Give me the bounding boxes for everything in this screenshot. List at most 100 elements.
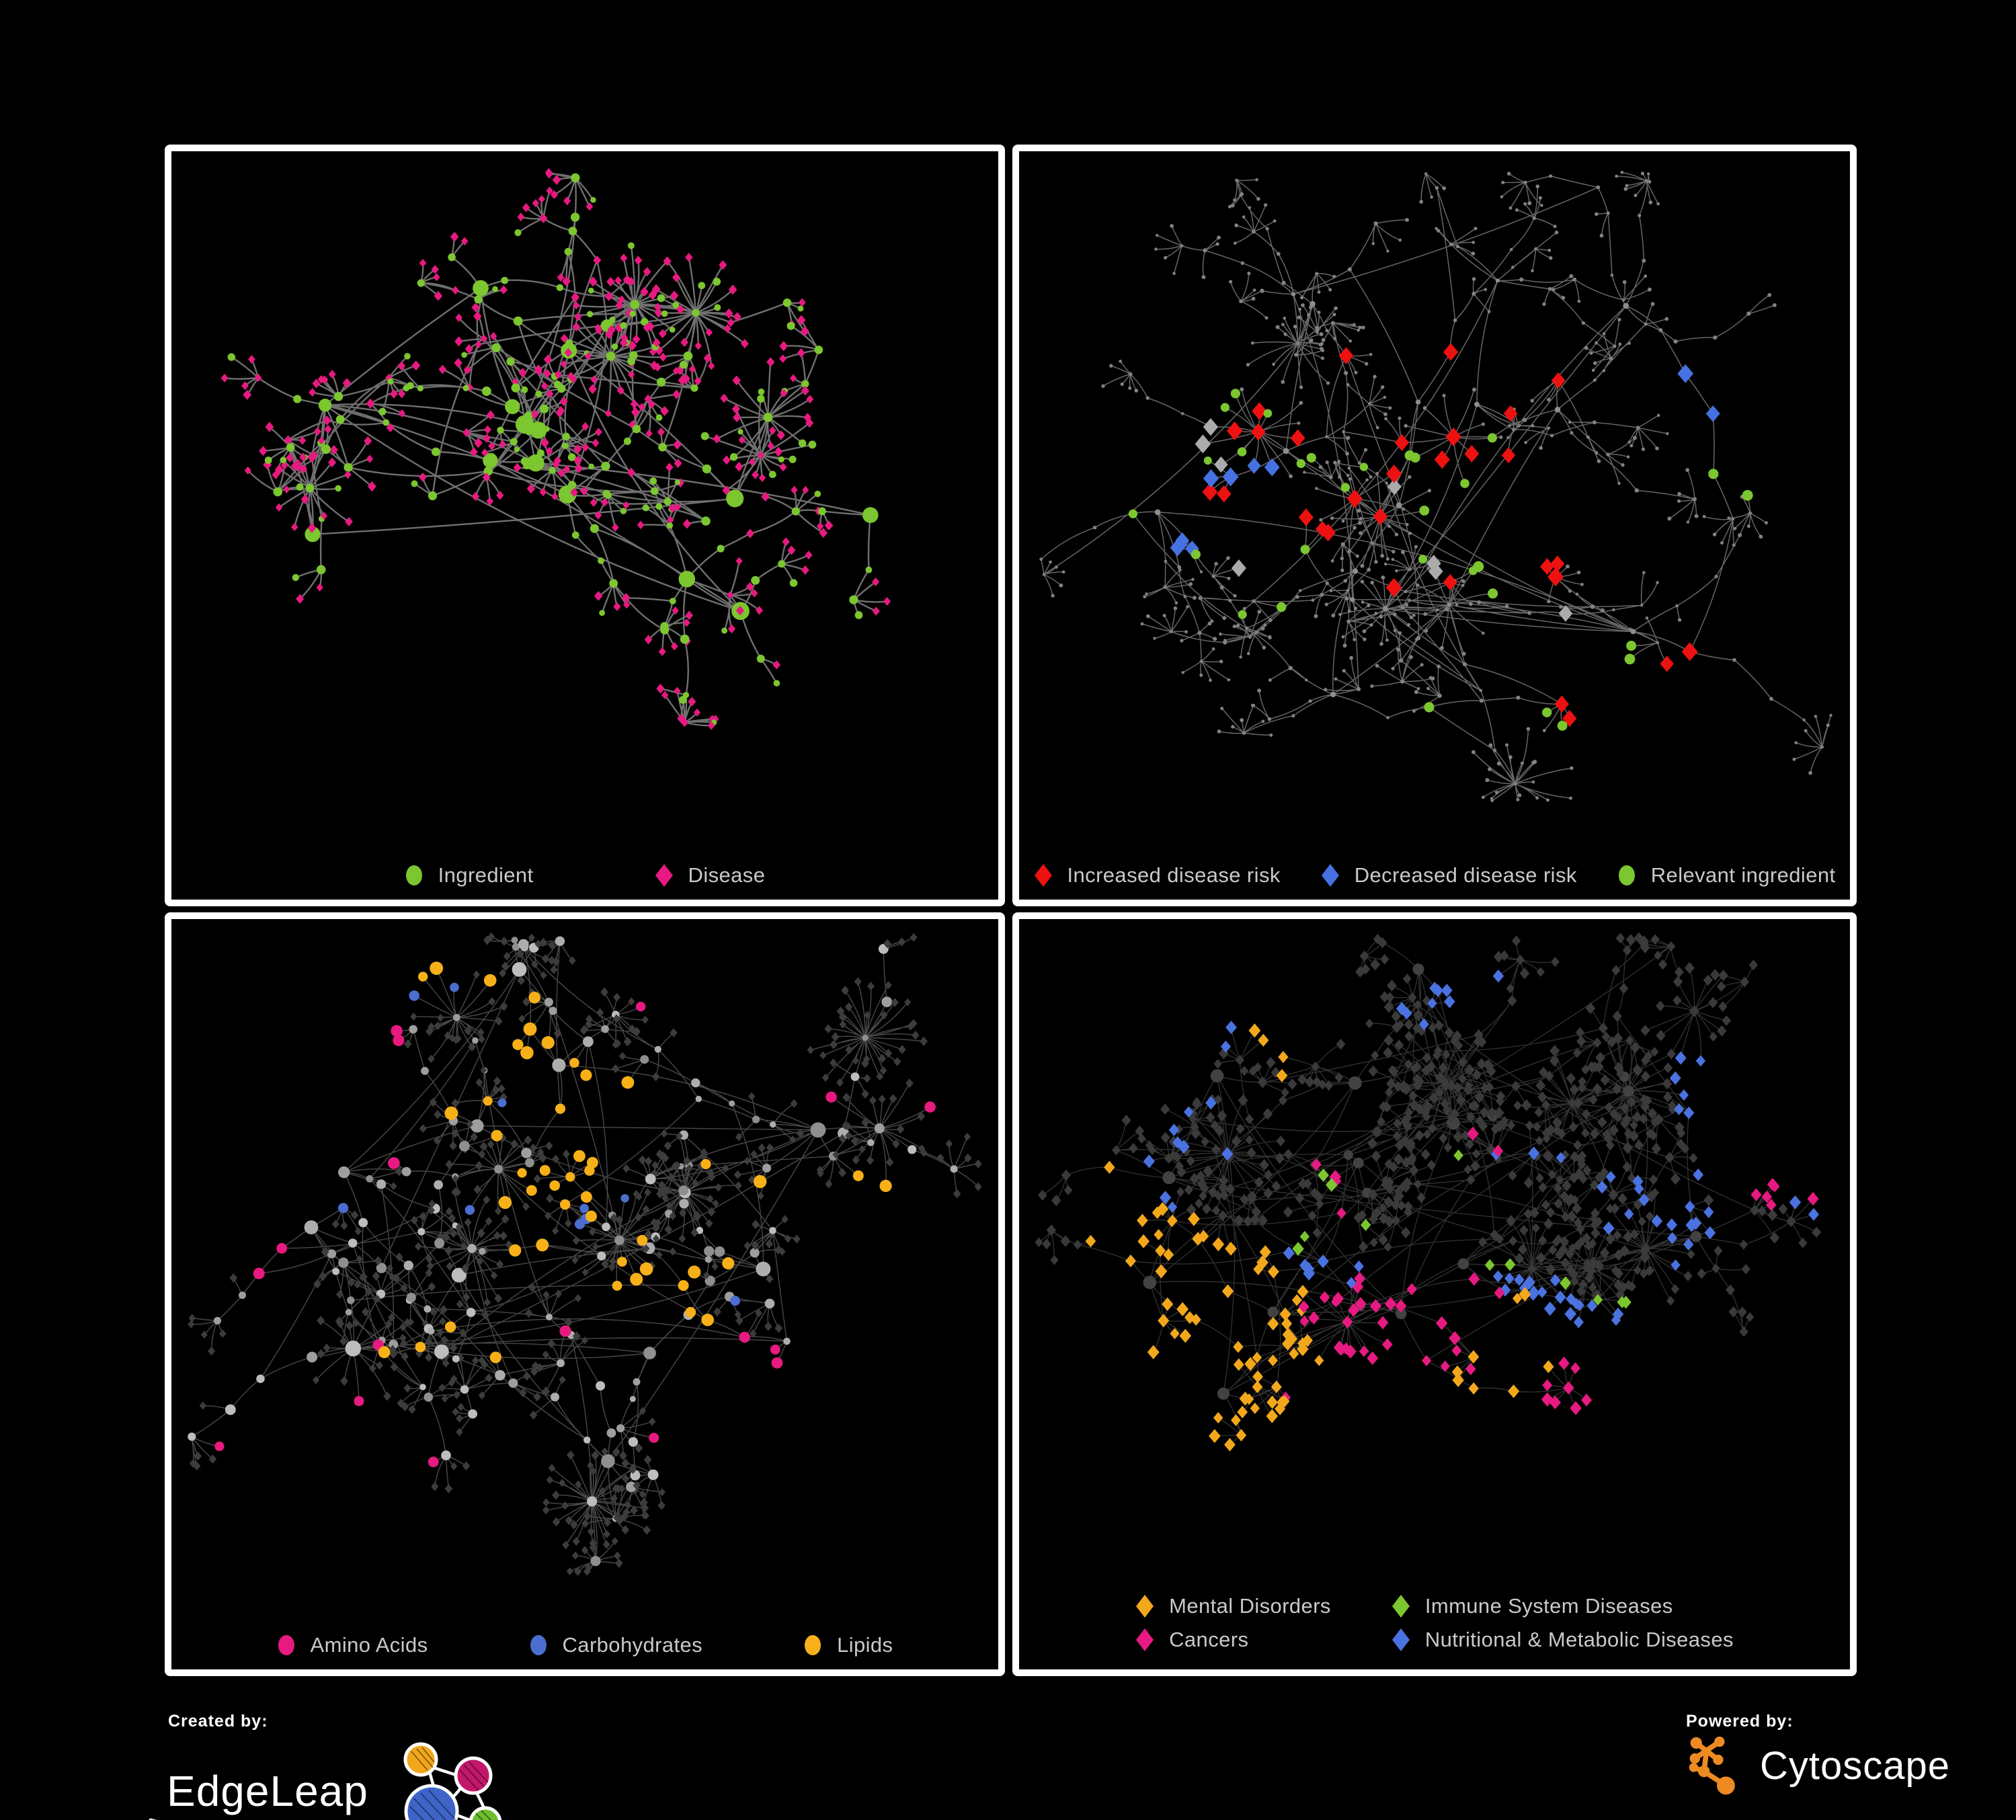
network-node	[825, 1179, 833, 1189]
network-node	[552, 174, 561, 186]
network-edges	[1041, 171, 1832, 801]
network-node	[974, 1159, 982, 1169]
network-node	[1589, 1257, 1598, 1267]
network-node	[1275, 1152, 1285, 1164]
network-node	[560, 360, 567, 368]
network-node	[629, 1463, 637, 1472]
network-node	[534, 939, 542, 949]
network-node	[738, 436, 746, 444]
network-node	[1393, 1118, 1402, 1129]
network-node	[344, 463, 353, 472]
network-node	[1605, 1140, 1615, 1151]
network-node	[652, 1072, 660, 1082]
network-node	[1549, 1045, 1560, 1057]
network-node	[644, 1156, 653, 1166]
network-node	[1264, 1169, 1273, 1180]
network-node	[1655, 446, 1659, 450]
network-node	[477, 1028, 485, 1037]
network-node	[475, 1160, 483, 1171]
network-node	[1248, 635, 1252, 639]
network-node	[768, 471, 776, 479]
network-node	[563, 196, 571, 206]
network-node	[1556, 1175, 1564, 1185]
network-node	[581, 1336, 588, 1345]
network-node	[604, 1518, 612, 1527]
network-node	[1379, 615, 1383, 619]
network-node	[673, 440, 682, 450]
network-node	[475, 340, 482, 349]
network-node	[546, 186, 553, 195]
network-node	[1521, 1099, 1532, 1111]
network-node	[661, 310, 668, 317]
network-node	[688, 365, 696, 374]
network-node-highlighted	[1385, 578, 1402, 597]
network-node	[475, 1078, 483, 1087]
network-node	[658, 1181, 666, 1190]
network-node	[544, 426, 550, 432]
network-node	[1599, 233, 1604, 238]
network-node	[1656, 413, 1660, 417]
network-node	[486, 410, 495, 420]
network-node	[692, 309, 700, 317]
network-node	[1359, 531, 1363, 535]
network-node	[735, 1181, 742, 1190]
network-node	[1391, 557, 1394, 561]
network-node	[1628, 627, 1632, 631]
legend-item-increased-disease-risk: Increased disease risk	[1034, 863, 1281, 887]
network-node	[481, 386, 491, 396]
network-node	[1375, 472, 1379, 475]
network-node	[432, 447, 440, 457]
network-node	[585, 1563, 592, 1573]
network-node	[844, 1002, 853, 1012]
network-node	[406, 1292, 416, 1302]
network-node	[558, 485, 577, 504]
network-node	[781, 1215, 789, 1224]
network-node	[1622, 1142, 1633, 1154]
network-node	[1211, 647, 1215, 651]
network-node	[1349, 656, 1353, 660]
network-node	[351, 1210, 359, 1220]
network-node-highlighted	[1666, 1218, 1677, 1232]
network-node	[605, 329, 614, 340]
network-node	[648, 400, 655, 409]
network-node	[1428, 1023, 1437, 1033]
network-node	[1370, 959, 1381, 971]
network-node	[1547, 1169, 1557, 1180]
network-node	[735, 557, 743, 565]
network-node	[649, 1417, 656, 1426]
network-node	[1561, 296, 1566, 300]
network-node	[1663, 1062, 1673, 1074]
network-node	[743, 1156, 751, 1165]
network-node	[1561, 1212, 1570, 1222]
network-node	[434, 1180, 443, 1190]
network-node	[1523, 180, 1527, 184]
network-node	[659, 1151, 667, 1160]
network-node	[1308, 699, 1312, 703]
network-node	[1634, 1140, 1644, 1150]
network-node	[419, 1124, 427, 1133]
legend-item-label: Immune System Diseases	[1424, 1594, 1673, 1618]
network-node	[1396, 1191, 1404, 1201]
network-node	[691, 1078, 700, 1088]
network-node	[1589, 1179, 1599, 1191]
network-node	[1353, 1157, 1364, 1169]
network-node	[1392, 1021, 1402, 1033]
network-node	[1533, 1151, 1541, 1162]
network-node	[1172, 272, 1176, 276]
network-node	[581, 1519, 590, 1528]
network-node	[779, 341, 789, 352]
network-node	[392, 1273, 399, 1282]
network-node-highlighted	[924, 1101, 936, 1113]
network-node	[1634, 932, 1644, 943]
network-node	[839, 1020, 846, 1029]
network-node-highlighted	[1267, 1316, 1279, 1331]
network-node	[567, 371, 575, 381]
network-node	[1060, 1235, 1071, 1247]
network-node	[1733, 526, 1737, 530]
network-node	[1389, 1066, 1399, 1077]
network-node	[1644, 322, 1648, 326]
network-node	[1325, 435, 1328, 438]
network-node	[1227, 678, 1230, 682]
network-node	[1359, 950, 1369, 962]
network-node	[535, 367, 542, 376]
